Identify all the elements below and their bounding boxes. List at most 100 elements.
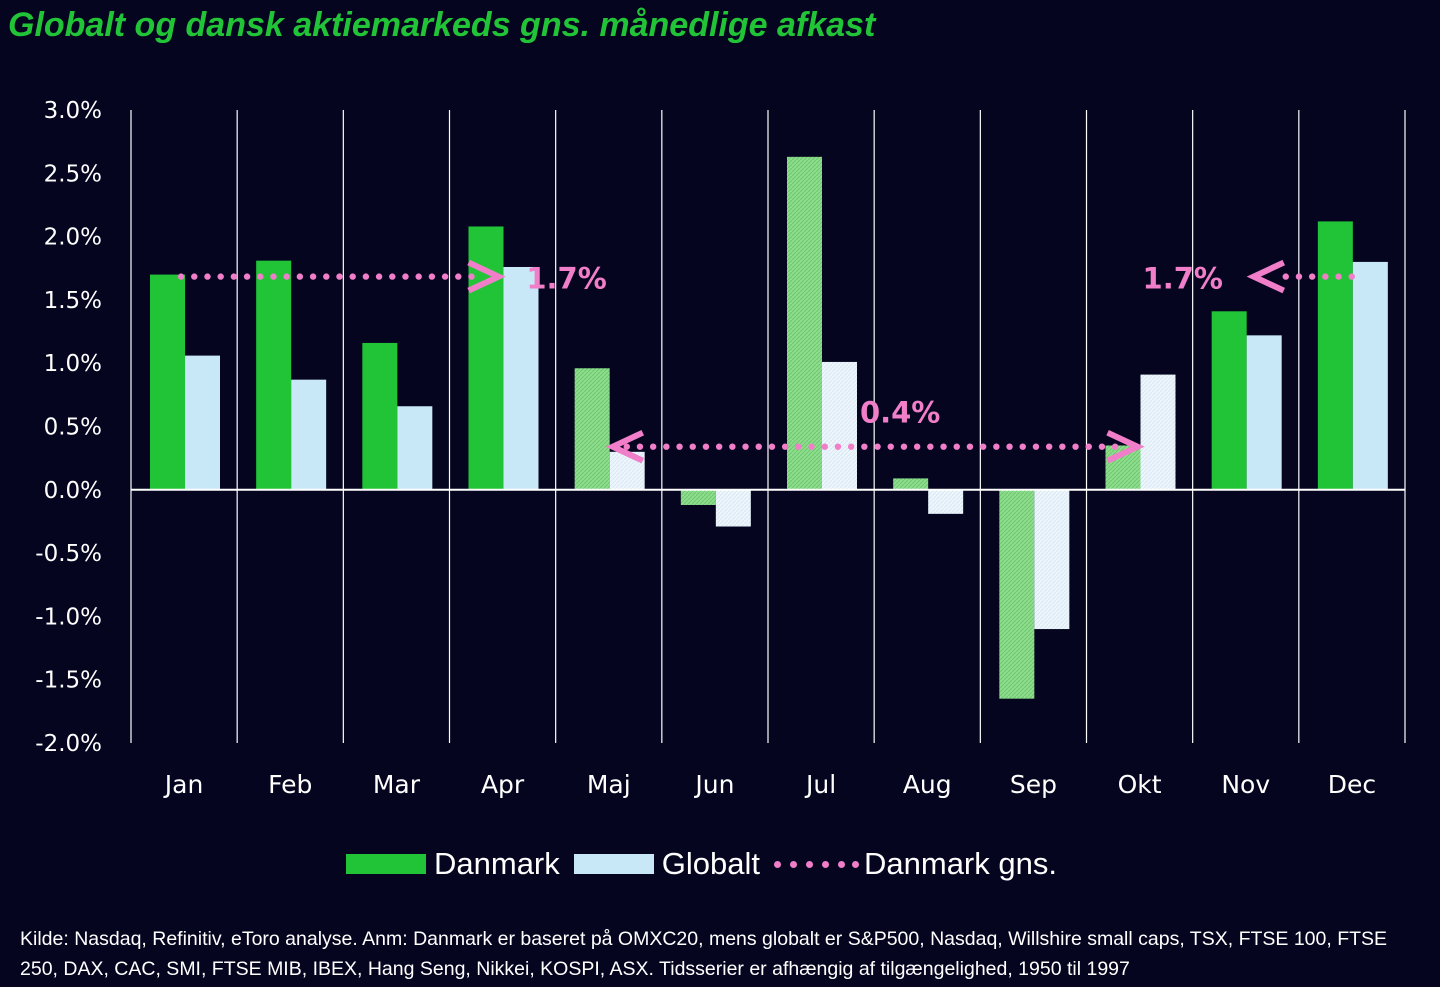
average-dot bbox=[455, 273, 462, 280]
average-dot bbox=[1006, 443, 1013, 450]
bar-globalt-feb bbox=[291, 379, 327, 490]
average-dot bbox=[861, 443, 868, 450]
average-label-nov-dec: 1.7% bbox=[1143, 262, 1223, 296]
average-dot bbox=[702, 443, 710, 450]
y-tick-label: 0.5% bbox=[44, 415, 102, 441]
average-dot bbox=[1282, 273, 1289, 280]
average-dot bbox=[362, 273, 370, 280]
average-dot bbox=[1111, 443, 1119, 450]
average-line-maj-okt bbox=[623, 443, 1119, 450]
average-line-jan-apr bbox=[177, 273, 475, 280]
average-label-maj-okt: 0.4% bbox=[860, 396, 940, 430]
legend-label-danmark-gns: Danmark gns. bbox=[864, 846, 1057, 881]
y-tick-label: -2.0% bbox=[35, 731, 102, 757]
average-dot bbox=[636, 443, 644, 450]
average-dot bbox=[323, 273, 330, 280]
average-dot bbox=[979, 443, 987, 450]
average-dot bbox=[230, 273, 238, 280]
bar-danmark-dec bbox=[1317, 221, 1353, 490]
footnote: Kilde: Nasdaq, Refinitiv, eToro analyse.… bbox=[20, 928, 1388, 980]
average-dot bbox=[940, 443, 947, 450]
average-arrow-maj bbox=[605, 429, 645, 464]
bar-globalt-jul bbox=[822, 361, 857, 490]
average-arrow-nov bbox=[1246, 259, 1286, 294]
average-dot bbox=[1322, 273, 1329, 280]
average-arrow-apr bbox=[467, 259, 506, 294]
x-tick-label: Nov bbox=[1221, 770, 1270, 799]
y-tick-label: 3.0% bbox=[44, 98, 102, 124]
average-dot bbox=[689, 443, 696, 450]
y-tick-label: -1.5% bbox=[35, 668, 102, 694]
gridlines bbox=[130, 110, 1406, 743]
legend-swatch-danmark-gns bbox=[774, 854, 859, 874]
bar-chart: 3.0% 2.5% 2.0% 1.5% 1.0% 0.5% 0.0% -0.5% -1.0% -1… bbox=[35, 98, 1406, 799]
average-dot bbox=[742, 443, 749, 450]
legend-label-danmark: Danmark bbox=[434, 846, 560, 881]
legend: Danmark Globalt Danmark gns. bbox=[346, 846, 1071, 882]
y-tick-label: 0.0% bbox=[44, 478, 102, 504]
x-tick-label: Jan bbox=[163, 770, 204, 799]
bar-danmark-aug bbox=[893, 478, 929, 490]
average-dot bbox=[795, 443, 802, 450]
average-dot bbox=[1019, 443, 1026, 450]
average-lines: 1.7% 0.4% 1.7% bbox=[177, 259, 1355, 464]
average-dot bbox=[1059, 443, 1066, 450]
bar-danmark-jun bbox=[680, 489, 716, 505]
x-tick-label: Mar bbox=[373, 770, 421, 799]
legend-label-globalt: Globalt bbox=[661, 846, 760, 881]
legend-swatch-globalt bbox=[573, 854, 654, 874]
average-dot bbox=[913, 443, 921, 450]
average-dot bbox=[1085, 443, 1092, 450]
bar-globalt-jan bbox=[185, 355, 220, 490]
average-dot bbox=[217, 273, 224, 280]
average-label-jan-apr: 1.7% bbox=[526, 262, 606, 296]
average-dot bbox=[900, 443, 908, 450]
average-dot bbox=[1072, 443, 1079, 450]
average-dot bbox=[755, 443, 762, 450]
average-dot bbox=[283, 273, 290, 280]
average-dot bbox=[191, 273, 198, 280]
x-tick-label: Okt bbox=[1118, 770, 1162, 799]
average-line-nov-dec bbox=[1282, 273, 1355, 280]
bar-danmark-mar bbox=[362, 342, 398, 490]
average-dot bbox=[953, 443, 960, 450]
average-dot bbox=[309, 273, 317, 280]
average-dot bbox=[966, 443, 974, 450]
bar-danmark-nov bbox=[1211, 311, 1247, 490]
x-tick-label: Jun bbox=[693, 770, 734, 799]
average-dot bbox=[243, 273, 251, 280]
legend-item-danmark-gns: Danmark gns. bbox=[774, 846, 1057, 882]
bar-globalt-dec bbox=[1352, 261, 1388, 490]
average-dot bbox=[349, 273, 356, 280]
bar-danmark-sep bbox=[999, 489, 1035, 699]
x-tick-label: Dec bbox=[1328, 770, 1376, 799]
average-dot bbox=[834, 443, 842, 450]
average-dot bbox=[336, 273, 343, 280]
average-dot bbox=[663, 443, 670, 450]
average-dot bbox=[1335, 273, 1342, 280]
bars bbox=[150, 156, 1388, 699]
axes: 3.0% 2.5% 2.0% 1.5% 1.0% 0.5% 0.0% -0.5% -1.0% -1… bbox=[35, 98, 1405, 799]
average-dot bbox=[768, 443, 776, 450]
average-dot bbox=[1098, 443, 1106, 450]
bar-globalt-aug bbox=[928, 489, 964, 514]
y-tick-label: 1.0% bbox=[44, 351, 102, 377]
average-dot bbox=[821, 443, 828, 450]
average-dot bbox=[375, 273, 383, 280]
y-tick-label: 2.5% bbox=[44, 161, 102, 187]
average-dot bbox=[1308, 273, 1316, 280]
average-dot bbox=[428, 273, 436, 280]
y-tick-label: 2.0% bbox=[44, 225, 102, 251]
average-dot bbox=[715, 443, 723, 450]
bar-danmark-feb bbox=[256, 260, 292, 490]
x-tick-label: Maj bbox=[587, 770, 631, 799]
bar-globalt-okt bbox=[1140, 374, 1176, 490]
average-dot bbox=[402, 273, 409, 280]
average-dot bbox=[415, 273, 422, 280]
average-dot bbox=[468, 273, 475, 280]
average-dot bbox=[781, 443, 789, 450]
average-dot bbox=[441, 273, 449, 280]
average-dot bbox=[296, 273, 304, 280]
average-dot bbox=[874, 443, 881, 450]
bar-danmark-jan bbox=[150, 274, 185, 490]
